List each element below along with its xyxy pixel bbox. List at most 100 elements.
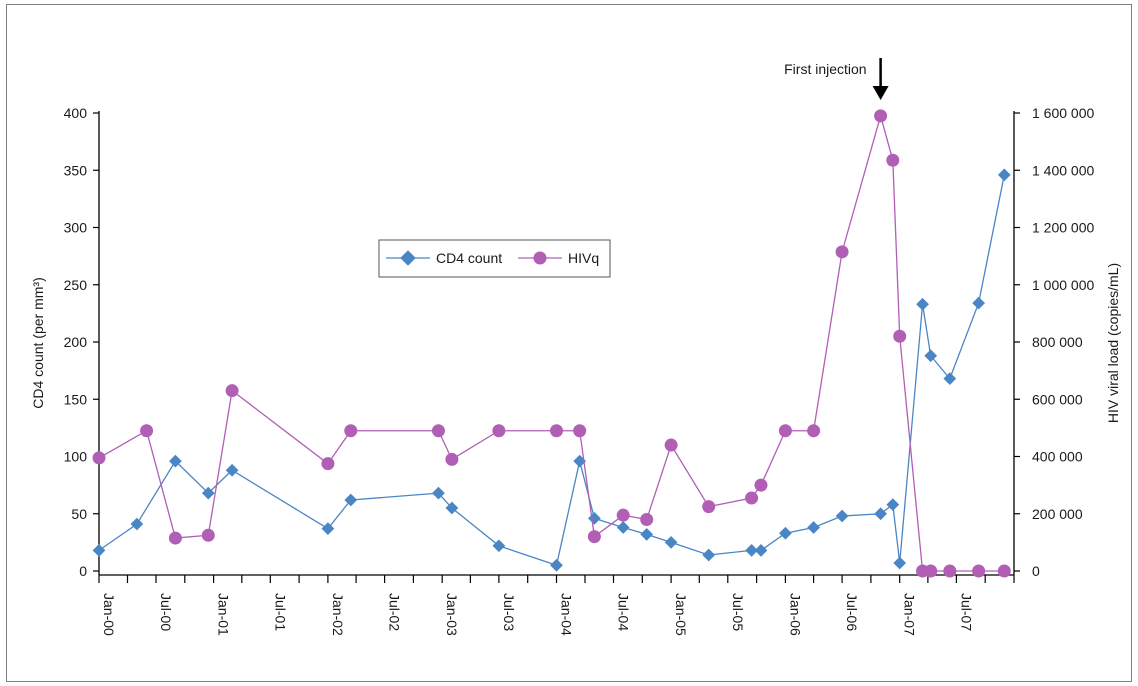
- axes: [98, 111, 1015, 576]
- hivq-data-point: [344, 424, 358, 438]
- legend-label-cd4: CD4 count: [436, 250, 502, 266]
- x-tick-label: Jul-07: [958, 593, 974, 631]
- y-tick-label-right: 200 000: [1032, 506, 1083, 522]
- x-tick-label: Jan-00: [101, 593, 117, 636]
- y-tick-label-left: 200: [64, 334, 88, 350]
- y-tick-label-right: 1 600 000: [1032, 105, 1094, 121]
- x-tick-label: Jul-06: [844, 593, 860, 631]
- x-tick-label: Jul-01: [272, 593, 288, 631]
- hivq-data-point: [431, 424, 445, 438]
- cd4-data-point: [225, 463, 239, 477]
- series-hivq: [92, 109, 1011, 578]
- annotation-first-injection: First injection: [784, 58, 889, 100]
- hivq-data-point: [807, 424, 821, 438]
- hivq-data-point: [550, 424, 563, 438]
- y-tick-label-right: 1 200 000: [1032, 220, 1094, 236]
- x-tick-label: Jul-04: [615, 593, 631, 631]
- y-tick-label-left: 400: [64, 105, 88, 121]
- y-tick-label-left: 50: [71, 506, 87, 522]
- cd4-data-point: [92, 544, 106, 557]
- cd4-data-point: [972, 296, 985, 310]
- hivq-data-point: [997, 564, 1011, 578]
- hivq-data-point: [886, 153, 900, 167]
- hivq-data-point: [587, 530, 601, 544]
- cd4-data-point: [640, 527, 654, 541]
- hivq-data-point: [924, 564, 938, 578]
- y-tick-label-left: 150: [64, 391, 88, 407]
- y-axis-title-left: CD4 count (per mm³): [30, 277, 46, 408]
- cd4-data-point: [130, 517, 144, 531]
- hivq-data-point: [835, 245, 849, 259]
- x-tick-label: Jan-05: [673, 593, 689, 636]
- x-tick-label: Jul-05: [730, 593, 746, 631]
- hivq-data-point: [893, 329, 907, 343]
- series-line-hivq: [98, 113, 1005, 572]
- y-axis-title-right: HIV viral load (copies/mL): [1105, 263, 1121, 423]
- hivq-data-point: [445, 452, 459, 466]
- cd4-data-point: [445, 501, 459, 515]
- ticks: 0 50 100 150 200 250 300 350 400 0 200 000 400 000 6…: [64, 105, 1095, 636]
- cd4-data-point: [432, 486, 445, 500]
- x-tick-label: Jul-02: [387, 593, 403, 631]
- cd4-data-point: [893, 556, 907, 570]
- cd4-data-point: [997, 168, 1011, 182]
- hivq-data-point: [573, 424, 587, 438]
- cd4-data-point: [492, 539, 506, 553]
- hivq-data-point: [225, 384, 239, 398]
- legend-circle-marker: [533, 251, 547, 265]
- y-tick-label-left: 0: [79, 563, 87, 579]
- x-tick-label: Jan-01: [216, 593, 232, 636]
- annotation-arrow-head: [872, 86, 889, 100]
- x-tick-label: Jan-03: [444, 593, 460, 636]
- y-tick-label-left: 250: [64, 277, 88, 293]
- hivq-data-point: [321, 457, 335, 471]
- hivq-data-point: [754, 478, 768, 492]
- hivq-data-point: [745, 491, 759, 505]
- y-tick-label-right: 800 000: [1032, 334, 1083, 350]
- x-tick-label: Jan-02: [330, 593, 346, 636]
- cd4-data-point: [616, 521, 630, 534]
- x-tick-label: Jul-00: [158, 593, 174, 631]
- hivq-data-point: [972, 564, 986, 578]
- legend-label-hivq: HIVq: [568, 250, 599, 266]
- y-tick-label-right: 400 000: [1032, 449, 1083, 465]
- hivq-data-point: [874, 109, 888, 123]
- annotation-text: First injection: [784, 61, 866, 77]
- y-tick-label-right: 0: [1032, 563, 1040, 579]
- cd4-data-point: [321, 522, 335, 535]
- x-tick-label: Jan-07: [902, 593, 918, 636]
- series-cd4: [92, 168, 1011, 572]
- cd4-data-point: [835, 509, 849, 523]
- hivq-data-point: [168, 531, 182, 545]
- cd4-data-point: [779, 526, 792, 540]
- hivq-data-point: [702, 500, 716, 514]
- x-tick-label: Jan-06: [787, 593, 803, 636]
- hivq-data-point: [943, 564, 957, 578]
- hivq-data-point: [201, 528, 215, 542]
- cd4-data-point: [664, 536, 678, 549]
- x-tick-label: Jul-03: [501, 593, 517, 631]
- cd4-data-point: [344, 493, 358, 507]
- legend: CD4 count HIVq: [378, 239, 611, 278]
- cd4-data-point: [588, 511, 601, 525]
- hivq-data-point: [664, 438, 678, 452]
- series-line-cd4-count: [98, 174, 1005, 567]
- y-tick-label-left: 350: [64, 162, 88, 178]
- hivq-data-point: [778, 424, 792, 438]
- cd4-data-point: [201, 486, 215, 500]
- hivq-data-point: [492, 424, 506, 438]
- cd4-data-point: [702, 548, 716, 562]
- cd4-data-point: [807, 521, 820, 534]
- cd4-data-point: [886, 498, 900, 511]
- x-tick-label: Jan-04: [559, 593, 575, 636]
- y-tick-label-right: 1 000 000: [1032, 277, 1094, 293]
- cd4-data-point: [916, 297, 929, 311]
- cd4-data-point: [169, 454, 182, 468]
- hivq-data-point: [140, 424, 154, 438]
- y-tick-label-right: 1 400 000: [1032, 162, 1094, 178]
- y-tick-label-left: 300: [64, 220, 88, 236]
- hivq-data-point: [640, 512, 654, 526]
- cd4-data-point: [550, 558, 563, 572]
- y-tick-label-left: 100: [64, 449, 88, 465]
